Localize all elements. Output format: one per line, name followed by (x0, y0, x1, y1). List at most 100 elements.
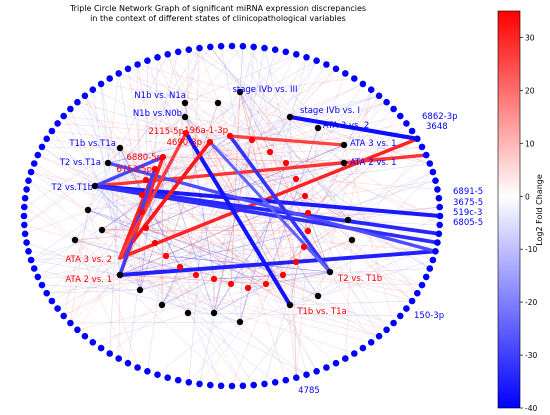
comparison-node (91, 182, 99, 190)
comparison-label: ATA 3 vs. 2 (65, 255, 112, 265)
outer-node (185, 379, 193, 386)
colorbar-tick-label: 20 (525, 86, 535, 95)
background-edge (188, 141, 211, 383)
background-edge (161, 64, 327, 306)
edge-line (228, 134, 332, 274)
background-edge (239, 162, 287, 323)
outer-node (414, 289, 421, 297)
inner-node (304, 227, 312, 235)
background-edge (46, 289, 141, 294)
inner-mirna-ring (138, 129, 312, 292)
background-edge (161, 138, 418, 306)
inner-node (182, 129, 190, 137)
comparison-node (116, 144, 124, 152)
background-edge (24, 102, 186, 226)
background-edge (289, 116, 297, 378)
outer-node (81, 332, 89, 340)
outer-node (432, 177, 439, 184)
inner-node (162, 252, 170, 260)
outer-node (429, 168, 437, 176)
outer-node (359, 344, 367, 352)
background-edge (184, 116, 430, 164)
outer-node (217, 382, 225, 390)
outer-node (435, 194, 443, 202)
outer-node (106, 75, 113, 82)
background-edge (137, 64, 156, 170)
background-edge (31, 171, 89, 211)
background-edge (119, 147, 433, 261)
background-edge (24, 116, 186, 226)
outer-node (408, 127, 416, 135)
colorbar: 30 20 10 0 -10 -20 -30 -40 Log2 Fold Change (497, 10, 544, 413)
outer-node (60, 312, 67, 320)
outer-node (293, 374, 300, 382)
background-edge (63, 255, 167, 317)
outer-node (89, 86, 97, 93)
background-edge (295, 239, 353, 263)
background-edge (289, 304, 387, 330)
edge-lines (93, 114, 442, 308)
background-edge (24, 198, 121, 276)
outer-node (422, 273, 430, 281)
title-line: in the context of different states of cl… (90, 14, 346, 23)
background-edge (46, 261, 297, 294)
comparison-label: ATA 3 vs. 2 (323, 121, 370, 131)
outer-node (43, 135, 50, 143)
outer-node (418, 143, 426, 151)
outer-node (367, 86, 375, 93)
outer-node (34, 273, 42, 281)
outer-node (313, 57, 320, 64)
background-edge (184, 116, 430, 269)
outer-node (217, 42, 225, 50)
background-edge (101, 229, 307, 375)
edge-line (93, 155, 165, 188)
background-edge (74, 239, 129, 364)
background-edge (101, 83, 219, 104)
outer-node (342, 355, 349, 362)
inner-node (292, 258, 300, 266)
colorbar-gradient (497, 10, 521, 409)
edge-line (93, 184, 442, 218)
outer-node (134, 364, 141, 371)
outer-mirna-label: 150-3p (414, 311, 444, 321)
background-edge (31, 179, 147, 261)
background-edge (145, 144, 345, 229)
background-edge (127, 68, 156, 244)
outer-node (432, 248, 439, 255)
background-edge (239, 78, 355, 93)
outer-node (20, 212, 28, 220)
background-edge (34, 268, 241, 323)
background-edge (31, 171, 309, 232)
comparison-node (236, 88, 244, 96)
background-edge (28, 180, 89, 211)
outer-node (359, 80, 367, 88)
background-edge (119, 147, 267, 285)
outer-node (282, 48, 290, 56)
background-edge (351, 239, 413, 302)
background-edge (239, 259, 433, 323)
outer-node (390, 105, 397, 113)
outer-node (408, 297, 416, 305)
background-edge (107, 45, 233, 164)
inner-mirna-label: 6880-5p (126, 153, 162, 163)
background-edge (77, 271, 331, 330)
comparison-label: stage IVb vs. III (232, 85, 297, 95)
outer-node (397, 112, 404, 120)
comparison-label: T2 vs.T1b (51, 183, 93, 193)
outer-node (67, 105, 74, 113)
outer-node (426, 265, 434, 272)
outer-node (38, 143, 46, 151)
inner-node (138, 208, 146, 216)
outer-node (74, 326, 81, 334)
background-edge (199, 246, 305, 385)
background-edge (119, 274, 423, 286)
outer-node (282, 376, 290, 384)
background-edge (145, 227, 319, 297)
title-line: Triple Circle Network Graph of significa… (69, 4, 366, 13)
background-edge (139, 274, 197, 291)
inner-node (292, 175, 300, 183)
inner-node (151, 239, 159, 247)
outer-mirna-ring (20, 42, 444, 390)
background-edge (285, 162, 407, 309)
